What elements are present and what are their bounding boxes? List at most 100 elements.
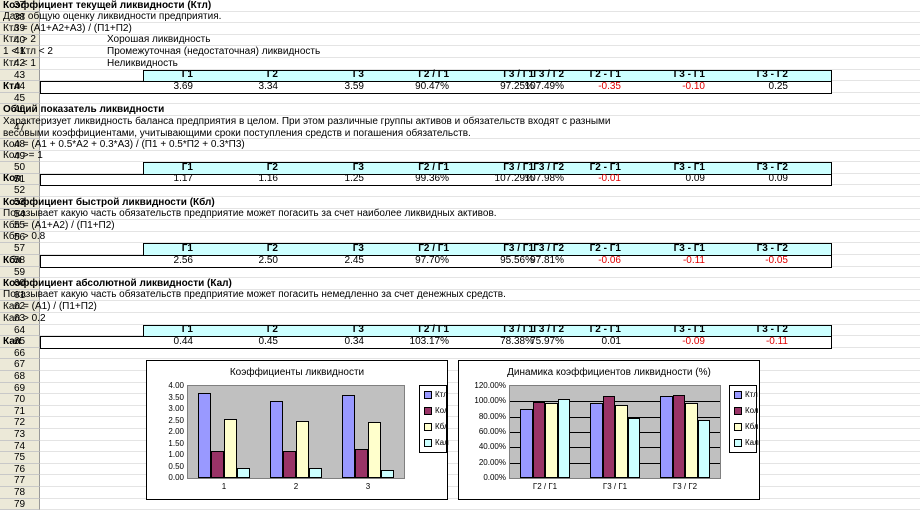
row-header[interactable]: 77 [0,475,40,487]
value-cell[interactable]: 95.56% [500,254,534,266]
column-header[interactable]: Г2 / Г1 [418,324,449,336]
row-label[interactable]: Кал [3,335,22,347]
criteria[interactable]: Кбл > 0.8 [3,231,46,243]
column-header[interactable]: Г2 [266,243,278,254]
column-header[interactable]: Г1 [181,324,193,336]
column-header[interactable]: Г2 - Г1 [589,324,621,336]
row-header[interactable]: 49 [0,150,40,163]
value-cell[interactable]: -0.11 [765,335,788,347]
row-label[interactable]: Кбл [3,254,22,266]
column-header[interactable]: Г3 [352,69,364,81]
column-header[interactable]: Г3 / Г1 [503,161,534,173]
row-header[interactable]: 37 [0,0,40,12]
column-header[interactable]: Г3 - Г1 [673,243,705,254]
row-header[interactable]: 48 [0,139,40,151]
criteria-meaning[interactable]: Неликвидность [107,57,178,69]
row-header[interactable]: 62 [0,301,40,313]
value-cell[interactable]: -0.01 [598,173,621,185]
column-header[interactable]: Г3 [352,161,364,173]
value-cell[interactable]: 3.69 [173,80,193,92]
row-header[interactable]: 66 [0,347,40,360]
value-cell[interactable]: 0.44 [173,335,193,347]
column-header[interactable]: Г3 [352,324,364,336]
column-header[interactable]: Г3 - Г1 [673,161,705,173]
section-description-line2[interactable]: весовыми коэффициентами, учитывающими ср… [3,128,471,139]
row-header[interactable]: 41 [0,46,40,58]
section-title[interactable]: Коэффициент быстрой ликвидности (Кбл) [3,196,215,208]
value-cell[interactable]: 1.17 [173,173,193,185]
value-cell[interactable]: -0.09 [682,335,705,347]
row-header[interactable]: 42 [0,58,40,70]
column-header[interactable]: Г2 / Г1 [418,161,449,173]
row-header[interactable]: 43 [0,69,40,82]
formula[interactable]: Кбл = (А1+А2) / (П1+П2) [3,219,115,231]
row-header[interactable]: 58 [0,255,40,267]
column-header[interactable]: Г3 - Г1 [673,69,705,81]
row-header[interactable]: 44 [0,81,40,93]
column-header[interactable]: Г2 / Г1 [418,69,449,81]
row-header[interactable]: 73 [0,429,40,441]
criteria-meaning[interactable]: Промежуточная (недостаточная) ликвидност… [107,46,321,57]
column-header[interactable]: Г3 / Г2 [533,243,564,254]
row-header[interactable]: 75 [0,452,40,464]
value-cell[interactable]: 97.25% [500,80,534,92]
criteria-condition[interactable]: 1 < Ктл < 2 [3,46,53,57]
column-header[interactable]: Г3 [352,243,364,254]
row-header[interactable]: 79 [0,498,40,510]
formula[interactable]: Ктл = (А1+А2+А3) / (П1+П2) [3,22,132,34]
row-header[interactable]: 76 [0,463,40,476]
row-header[interactable]: 38 [0,11,40,24]
row-header[interactable]: 40 [0,34,40,47]
value-cell[interactable]: 99.36% [415,173,449,185]
section-description-line1[interactable]: Характеризует ликвидность баланса предпр… [3,116,611,127]
column-header[interactable]: Г2 [266,324,278,336]
criteria-condition[interactable]: Ктл > 2 [3,34,36,46]
value-cell[interactable]: 0.09 [685,173,705,185]
row-header[interactable]: 68 [0,371,40,383]
value-cell[interactable]: 107.29% [494,173,534,185]
column-header[interactable]: Г3 - Г2 [756,324,788,336]
column-header[interactable]: Г3 / Г2 [533,69,564,81]
column-header[interactable]: Г3 / Г1 [503,243,534,254]
value-cell[interactable]: 107.49% [524,80,564,92]
row-header[interactable]: 46 [0,104,40,116]
criteria[interactable]: Кол >= 1 [3,150,43,162]
column-header[interactable]: Г3 - Г2 [756,243,788,254]
value-cell[interactable]: 103.17% [409,335,449,347]
value-cell[interactable]: 97.70% [415,254,449,266]
value-cell[interactable]: -0.05 [765,254,788,266]
value-cell[interactable]: 0.25 [768,80,788,92]
row-header[interactable]: 54 [0,208,40,221]
criteria-meaning[interactable]: Хорошая ликвидность [107,34,211,46]
value-cell[interactable]: 0.09 [768,173,788,185]
column-header[interactable]: Г3 / Г1 [503,69,534,81]
value-cell[interactable]: -0.10 [682,80,705,92]
column-header[interactable]: Г2 - Г1 [589,69,621,81]
value-cell[interactable]: 0.45 [258,335,278,347]
section-description[interactable]: Показывает какую часть обязательств пред… [3,289,506,301]
row-header[interactable]: 55 [0,220,40,232]
column-header[interactable]: Г1 [181,243,193,254]
row-header[interactable]: 47 [0,116,40,139]
column-header[interactable]: Г3 - Г2 [756,161,788,173]
column-header[interactable]: Г1 [181,161,193,173]
column-header[interactable]: Г2 [266,161,278,173]
section-description[interactable]: Показывает какую часть обязательств пред… [3,208,497,220]
value-cell[interactable]: 3.59 [344,80,364,92]
column-header[interactable]: Г2 [266,69,278,81]
row-header[interactable]: 72 [0,417,40,429]
row-label[interactable]: Кол [3,173,22,185]
value-cell[interactable]: -0.06 [598,254,621,266]
value-cell[interactable]: 1.25 [344,173,364,185]
formula[interactable]: Кол = (А1 + 0.5*А2 + 0.3*А3) / (П1 + 0.5… [3,138,245,150]
column-header[interactable]: Г3 - Г2 [756,69,788,81]
value-cell[interactable]: 90.47% [415,80,449,92]
formula[interactable]: Кал = (А1) / (П1+П2) [3,301,97,312]
row-header[interactable]: 71 [0,405,40,418]
value-cell[interactable]: 107.98% [524,173,564,185]
row-header[interactable]: 78 [0,487,40,499]
value-cell[interactable]: 97.81% [530,254,564,266]
value-cell[interactable]: -0.11 [682,254,705,266]
row-header[interactable]: 61 [0,289,40,302]
